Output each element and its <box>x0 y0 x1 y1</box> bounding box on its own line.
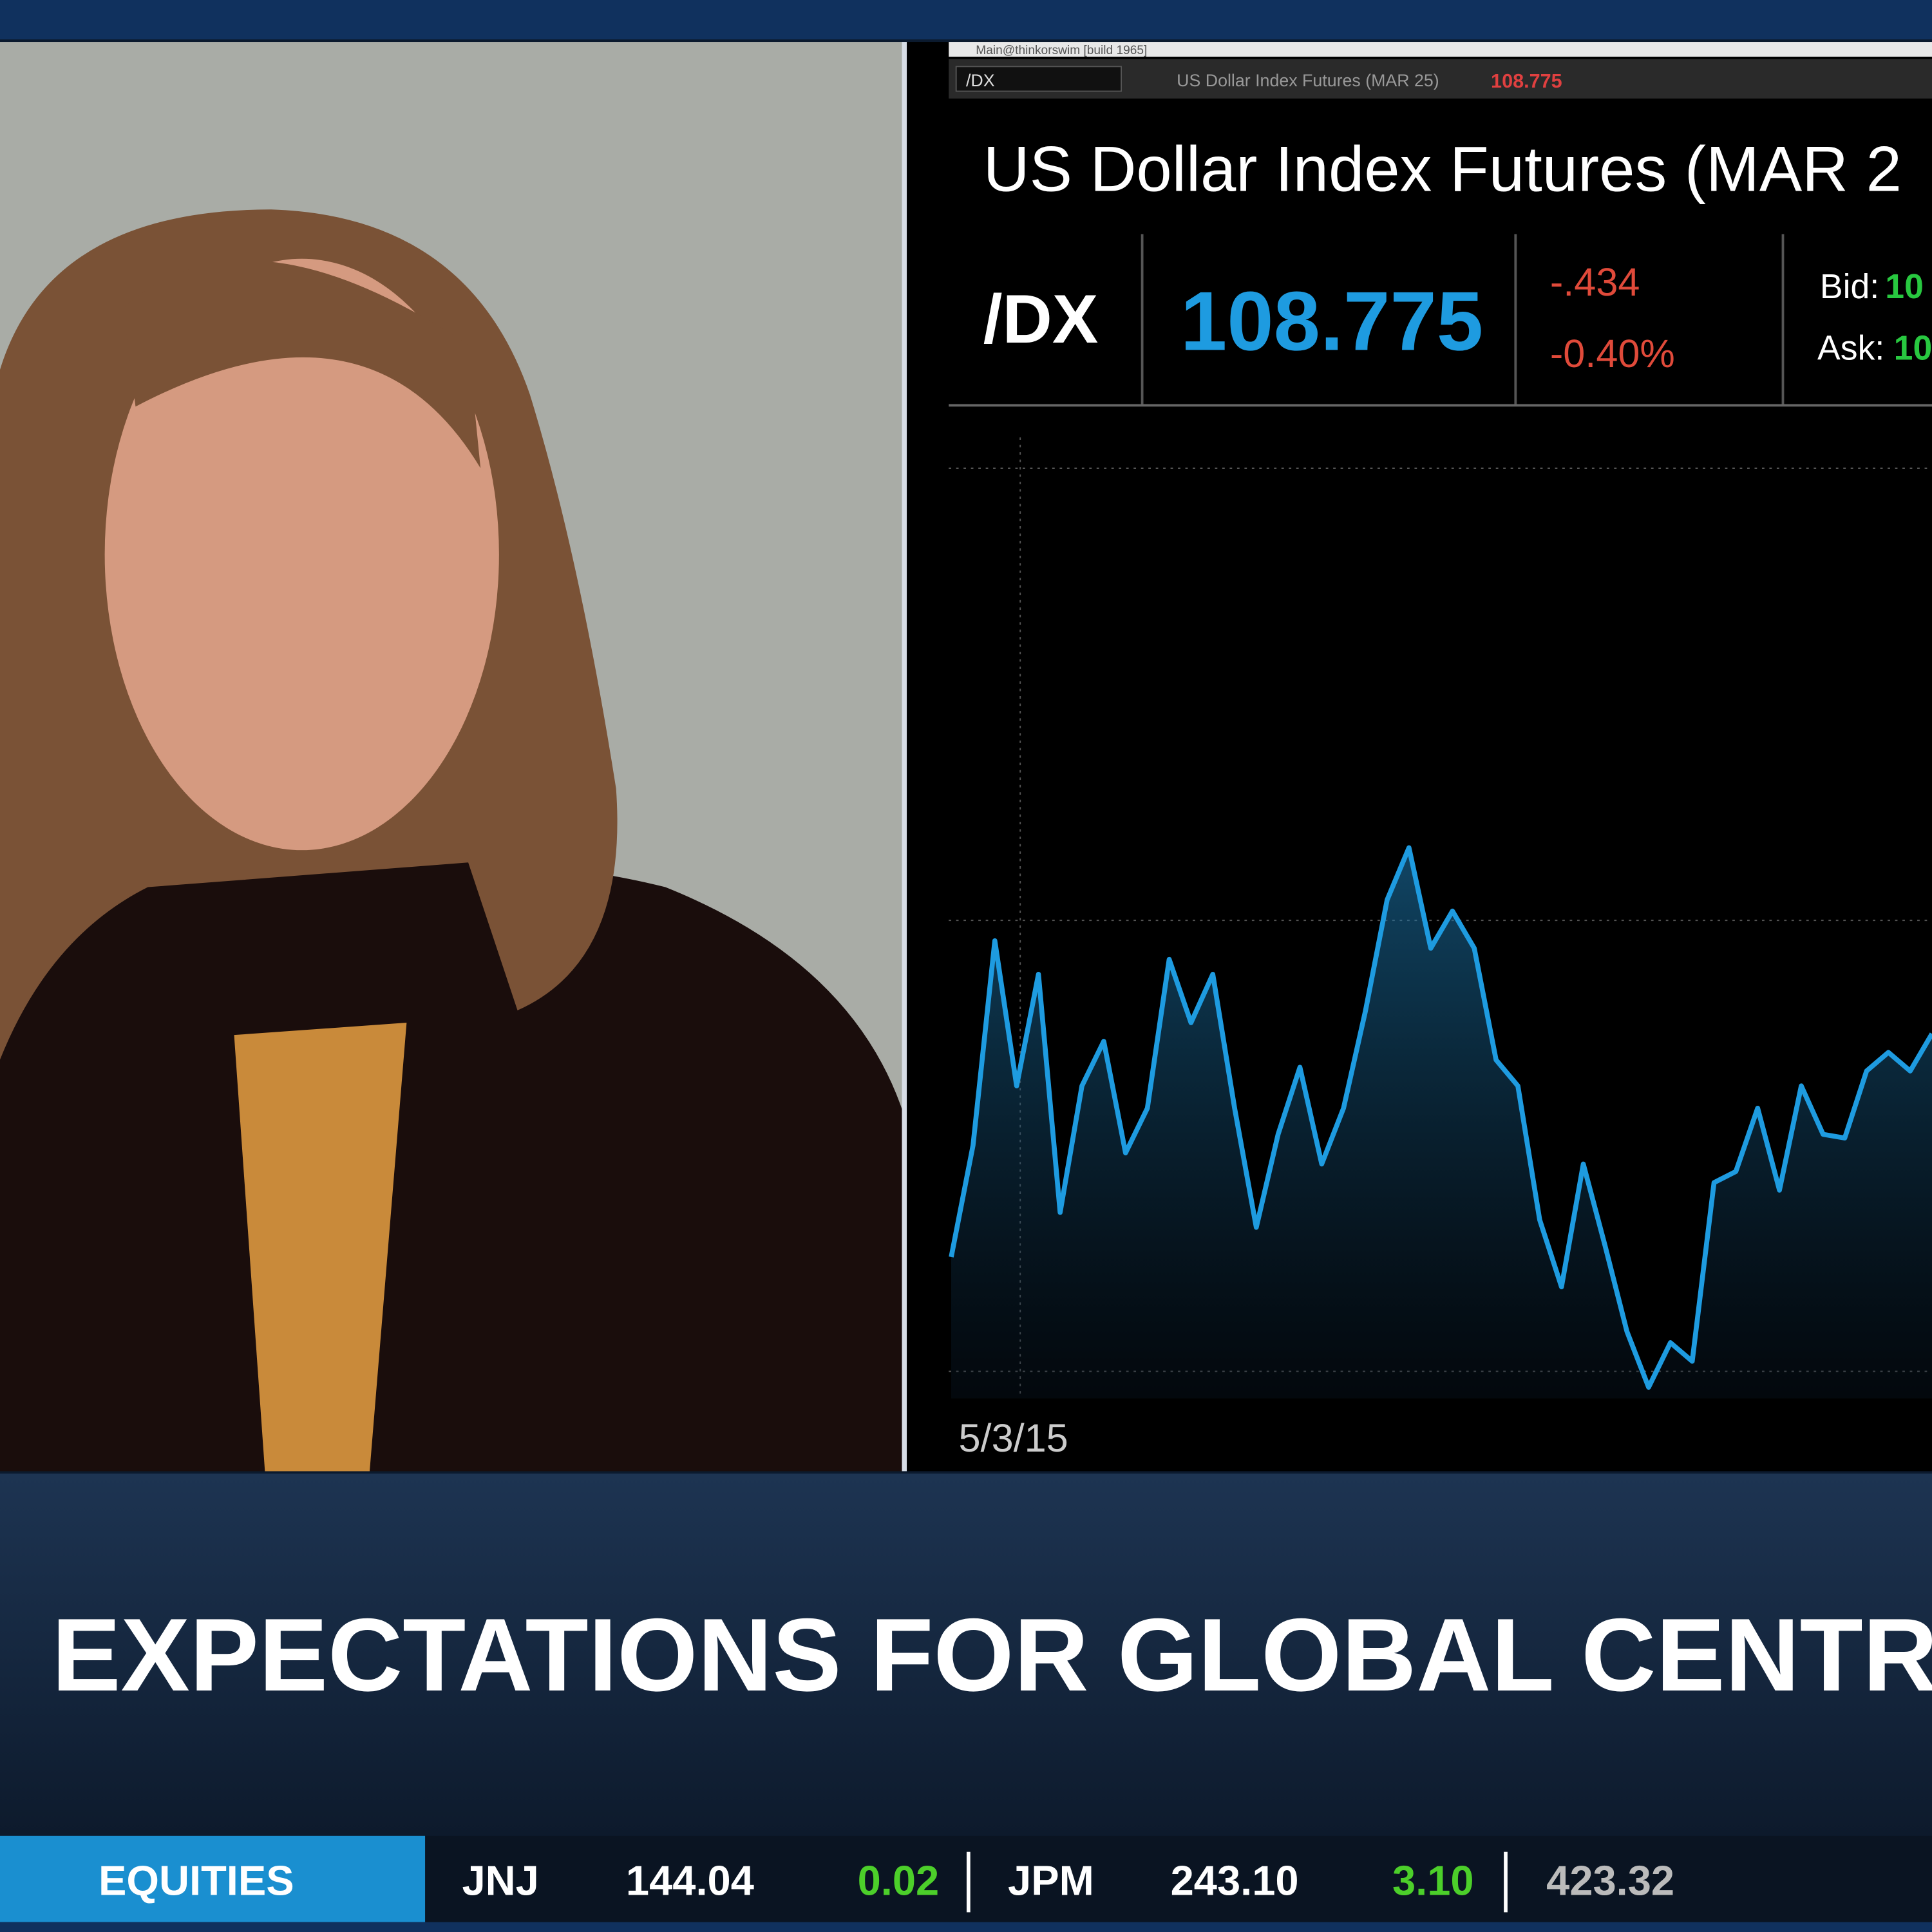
ticker-section: EQUITIES <box>99 1857 294 1904</box>
plot <box>949 845 1932 1399</box>
ticker-price: 144.04 <box>626 1857 754 1904</box>
quote-change-pct: -0.40% <box>1550 332 1675 375</box>
bottom-bar <box>0 1922 1932 1932</box>
headline: EXPECTATIONS FOR GLOBAL CENTRA <box>52 1598 1932 1713</box>
ask-label: Ask: <box>1817 330 1884 368</box>
ticker-symbol: JNJ <box>462 1857 538 1904</box>
quote-heading: US Dollar Index Futures (MAR 2 <box>983 134 1902 205</box>
bid-value: 10 <box>1885 268 1924 306</box>
window-titlebar <box>949 42 1932 57</box>
toolbar-last: 108.775 <box>1491 70 1562 92</box>
divider <box>902 42 907 1472</box>
bid-label: Bid: <box>1820 268 1879 306</box>
area <box>951 848 1932 1399</box>
top-bar <box>0 0 1932 40</box>
description: US Dollar Index Futures (MAR 25) <box>1177 71 1439 90</box>
ticker-symbol: JPM <box>1008 1857 1094 1904</box>
presenter <box>0 209 902 1472</box>
ticker-section-bg <box>0 1835 426 1922</box>
quote-change: -.434 <box>1550 260 1640 304</box>
symbol-input[interactable]: /DX <box>966 71 995 90</box>
symbol-box[interactable] <box>955 66 1122 92</box>
line <box>949 845 1932 1390</box>
ticker-change: 3.10 <box>1392 1857 1474 1904</box>
window-title: Main@thinkorswim [build 1965] <box>976 44 1147 57</box>
x-tick-label: 5/3/15 <box>959 1416 1068 1460</box>
ticker-change: 0.02 <box>858 1857 940 1904</box>
ask-value: 10 <box>1894 330 1932 368</box>
ticker-price: 243.10 <box>1171 1857 1299 1904</box>
quote-last: 108.775 <box>1180 274 1483 368</box>
headline-band <box>0 1473 1932 1836</box>
quote-symbol: /DX <box>983 280 1099 357</box>
ticker-trailing: 423.32 <box>1546 1857 1674 1904</box>
